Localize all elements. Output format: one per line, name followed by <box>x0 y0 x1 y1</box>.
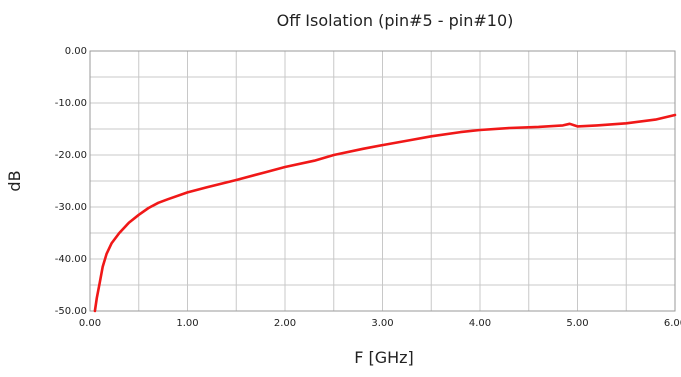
tick-labels: 0.00 1.00 2.00 3.00 4.00 5.00 6.00 0.00 -10.00 -2… <box>55 46 681 329</box>
plot-frame <box>89 50 676 312</box>
x-tick-label: 4.00 <box>469 318 491 329</box>
x-tick-label: 6.00 <box>664 318 681 329</box>
y-tick-label: -40.00 <box>55 254 87 265</box>
x-tick-label: 2.00 <box>274 318 296 329</box>
series-layer <box>93 113 677 313</box>
y-tick-label: -50.00 <box>55 306 87 317</box>
series-line <box>93 113 677 313</box>
y-tick-label: 0.00 <box>65 46 87 57</box>
x-tick-label: 5.00 <box>566 318 588 329</box>
chart-title: Off Isolation (pin#5 - pin#10) <box>277 11 514 30</box>
grid <box>89 50 676 312</box>
y-tick-label: -30.00 <box>55 202 87 213</box>
x-tick-label: 0.00 <box>79 318 101 329</box>
y-tick-label: -20.00 <box>55 150 87 161</box>
x-axis-label: F [GHz] <box>354 348 414 367</box>
x-tick-label: 3.00 <box>371 318 393 329</box>
y-axis-label: dB <box>5 170 24 191</box>
y-tick-label: -10.00 <box>55 98 87 109</box>
x-tick-label: 1.00 <box>176 318 198 329</box>
